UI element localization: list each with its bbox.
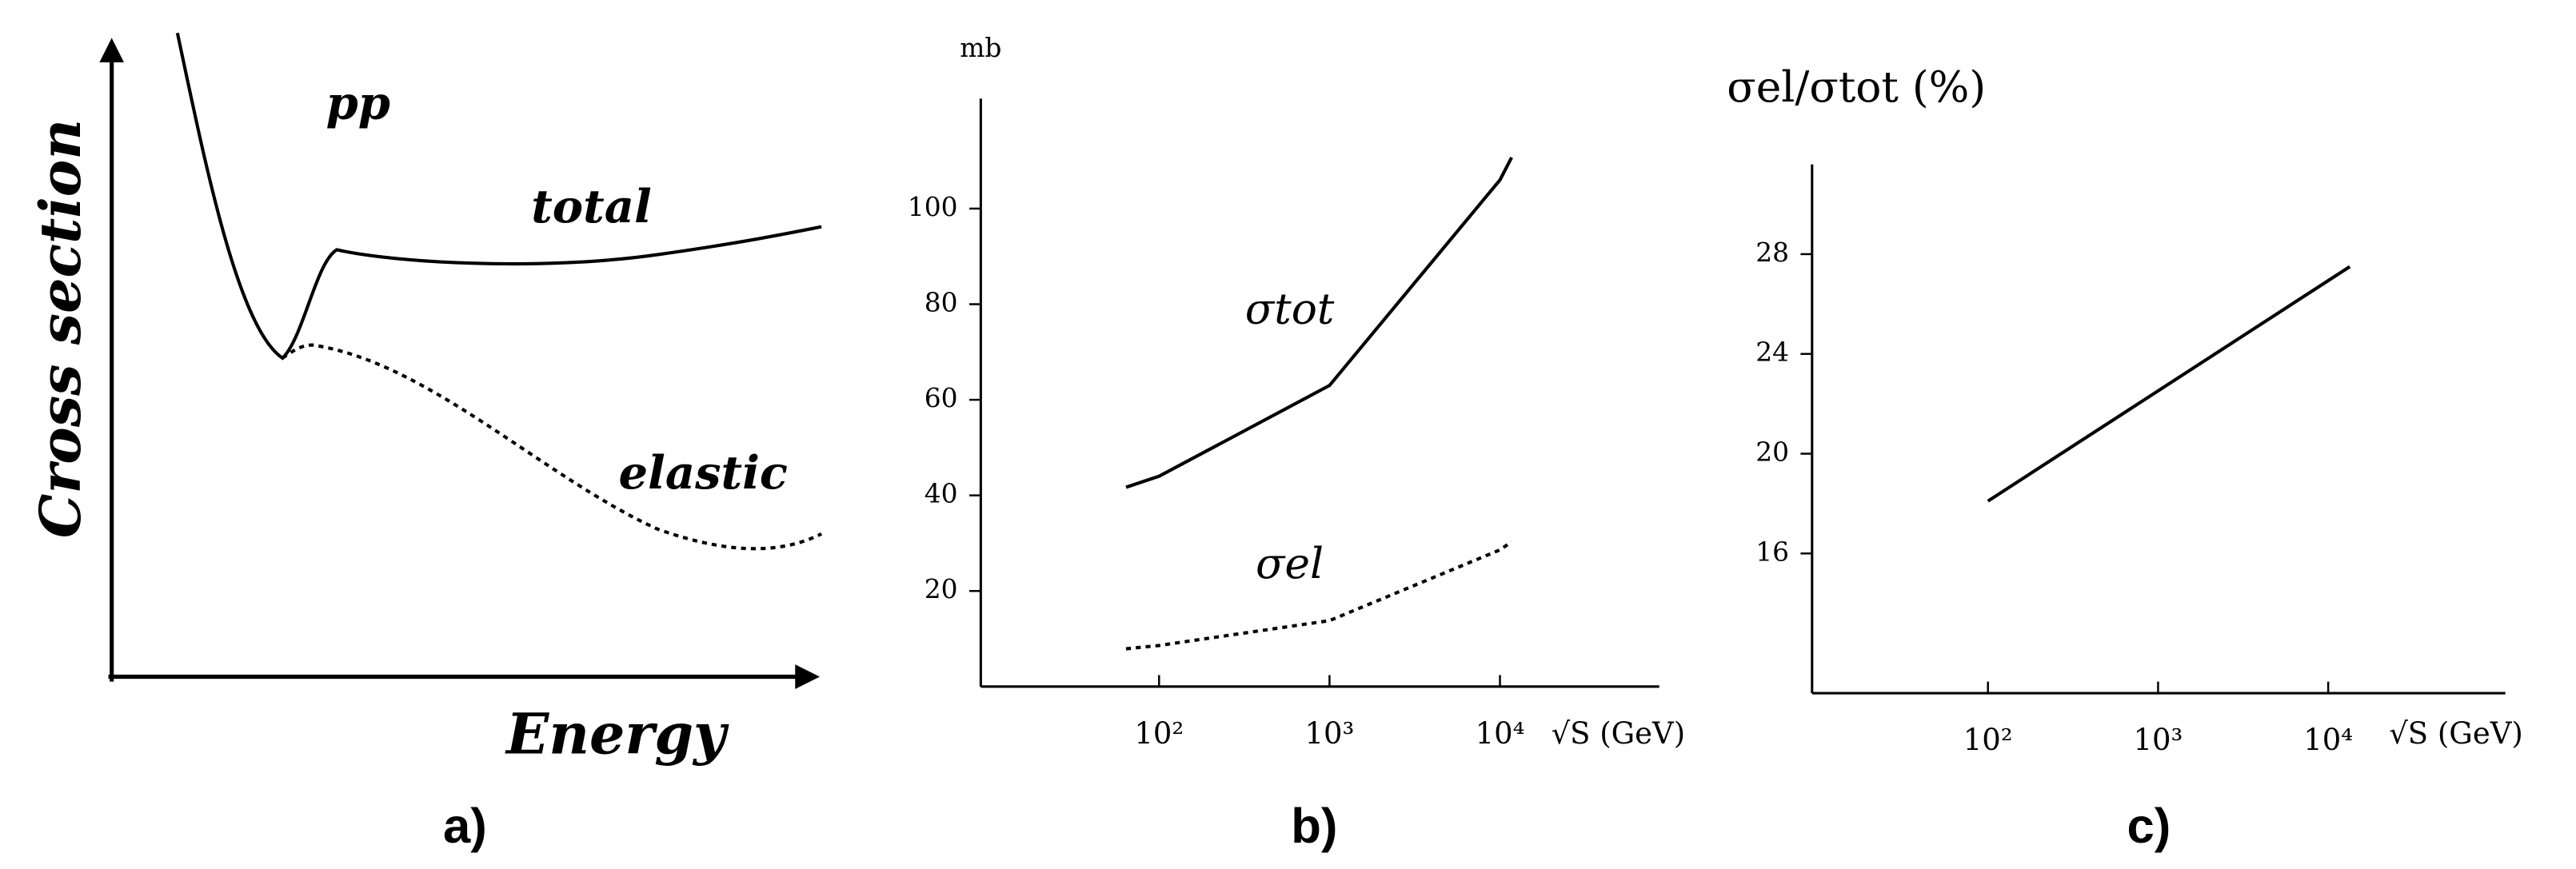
caption: a) (443, 799, 487, 854)
x-tick-label: 10² (1963, 723, 2013, 757)
y-axis-label: mb (960, 32, 1001, 63)
y-tick-label: 100 (908, 191, 958, 222)
y-tick-label: 28 (1755, 237, 1789, 268)
y-tick-label: 16 (1755, 536, 1789, 567)
y-tick-label: 24 (1755, 337, 1789, 368)
series-label: σel (1256, 538, 1324, 588)
x-tick-label: 10³ (2133, 723, 2183, 757)
y-axis-label: σel/σtot (%) (1727, 62, 1986, 112)
series-line (1125, 540, 1513, 651)
y-axis-label: Cross section (28, 119, 94, 538)
x-axis-label: √S (GeV) (2389, 716, 2523, 751)
x-tick-label: 10³ (1304, 716, 1354, 751)
total-curve (175, 32, 822, 361)
panel-a: Cross section pp total elastic Energy a) (28, 32, 823, 854)
annotation: pp (326, 76, 390, 130)
annotation: total (531, 179, 652, 233)
series-line (1987, 265, 2351, 503)
x-tick-label: 10² (1134, 716, 1184, 751)
x-axis-label: Energy (505, 702, 729, 767)
y-tick-label: 60 (925, 382, 958, 413)
x-tick-label: 10⁴ (1476, 716, 1525, 751)
y-tick-label: 20 (1755, 436, 1789, 468)
y-tick-label: 80 (925, 287, 958, 318)
y-tick-label: 40 (925, 478, 958, 509)
series-label: σtot (1245, 283, 1335, 333)
series-line (1125, 157, 1513, 489)
annotation: elastic (618, 445, 787, 500)
x-axis-label: √S (GeV) (1552, 716, 1686, 751)
caption: b) (1291, 799, 1337, 854)
elastic-curve (282, 343, 823, 551)
x-tick-label: 10⁴ (2303, 723, 2353, 757)
y-tick-label: 20 (925, 573, 958, 604)
caption: c) (2127, 799, 2171, 854)
